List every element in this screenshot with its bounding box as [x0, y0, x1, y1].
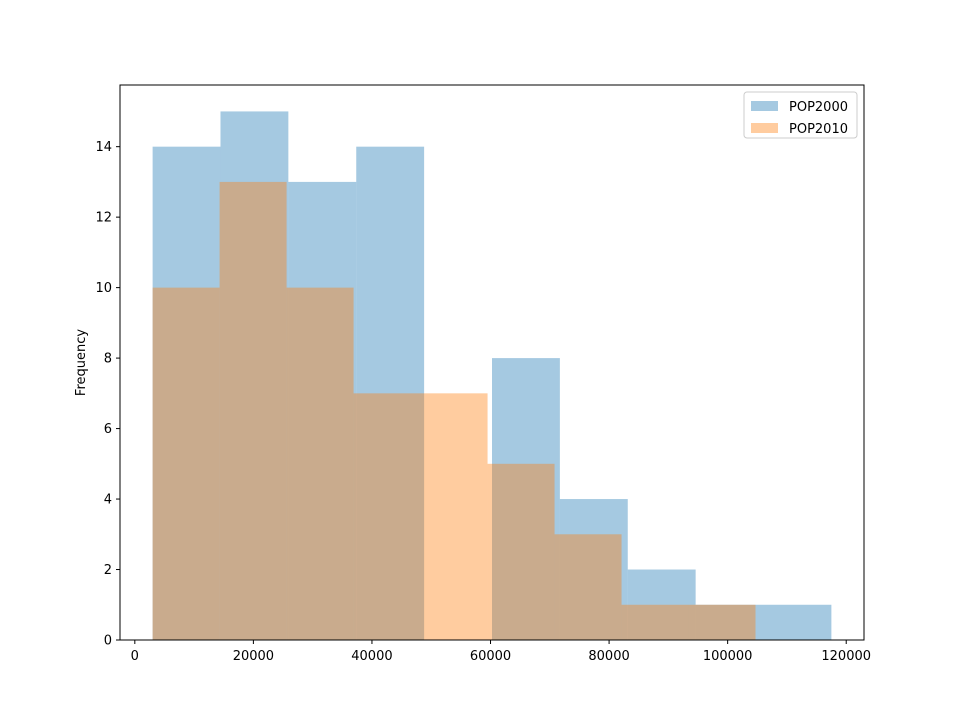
x-tick-label: 20000 — [233, 649, 274, 664]
legend: POP2000 POP2010 — [743, 91, 858, 139]
bar-POP2000-2 — [288, 181, 357, 640]
bar-POP2000-7 — [627, 569, 696, 640]
bar-POP2000-5 — [492, 358, 560, 640]
x-tick-label: 40000 — [351, 649, 392, 664]
bar-POP2010-3 — [353, 393, 421, 640]
y-tick-label: 6 — [104, 422, 112, 437]
bar-POP2010-7 — [621, 604, 689, 640]
y-tick-label: 2 — [104, 563, 112, 578]
legend-swatch-POP2010 — [751, 123, 778, 133]
bar-POP2000-3 — [356, 146, 425, 640]
y-tick-label: 10 — [95, 281, 112, 296]
bar-POP2000-8 — [695, 604, 764, 640]
legend-swatch-POP2000 — [751, 101, 778, 111]
series-POP2000 — [152, 111, 832, 640]
series-POP2010 — [152, 181, 756, 640]
y-axis: 0 2 4 6 8 10 12 14 — [95, 140, 120, 649]
y-tick-label: 8 — [104, 352, 112, 367]
bar-POP2010-4 — [420, 393, 488, 640]
x-tick-label: 100000 — [703, 649, 753, 664]
bar-POP2000-6 — [559, 499, 628, 640]
legend-box — [743, 91, 858, 139]
bar-POP2000-1 — [220, 111, 289, 640]
bar-POP2010-8 — [688, 604, 756, 640]
y-tick-label: 4 — [104, 493, 112, 508]
y-tick-label: 14 — [95, 140, 112, 155]
bar-POP2010-1 — [219, 181, 287, 640]
bar-POP2010-2 — [286, 287, 354, 640]
x-tick-label: 0 — [131, 649, 139, 664]
bar-POP2000-9 — [763, 604, 832, 640]
x-tick-label: 80000 — [588, 649, 629, 664]
bar-POP2010-6 — [554, 534, 622, 640]
y-axis-label: Frequency — [74, 329, 89, 396]
bar-POP2000-0 — [152, 146, 221, 640]
legend-label-POP2010: POP2010 — [789, 122, 848, 137]
y-tick-label: 0 — [104, 634, 112, 649]
bar-POP2010-0 — [152, 287, 220, 640]
legend-label-POP2000: POP2000 — [789, 100, 848, 115]
bar-POP2010-5 — [487, 463, 555, 640]
bars-layer — [152, 111, 832, 640]
axes-frame — [119, 84, 865, 641]
x-tick-label: 120000 — [821, 649, 871, 664]
y-tick-label: 12 — [95, 211, 112, 226]
x-tick-label: 60000 — [470, 649, 511, 664]
x-axis: 0 20000 40000 60000 80000 100000 120000 — [131, 640, 871, 664]
